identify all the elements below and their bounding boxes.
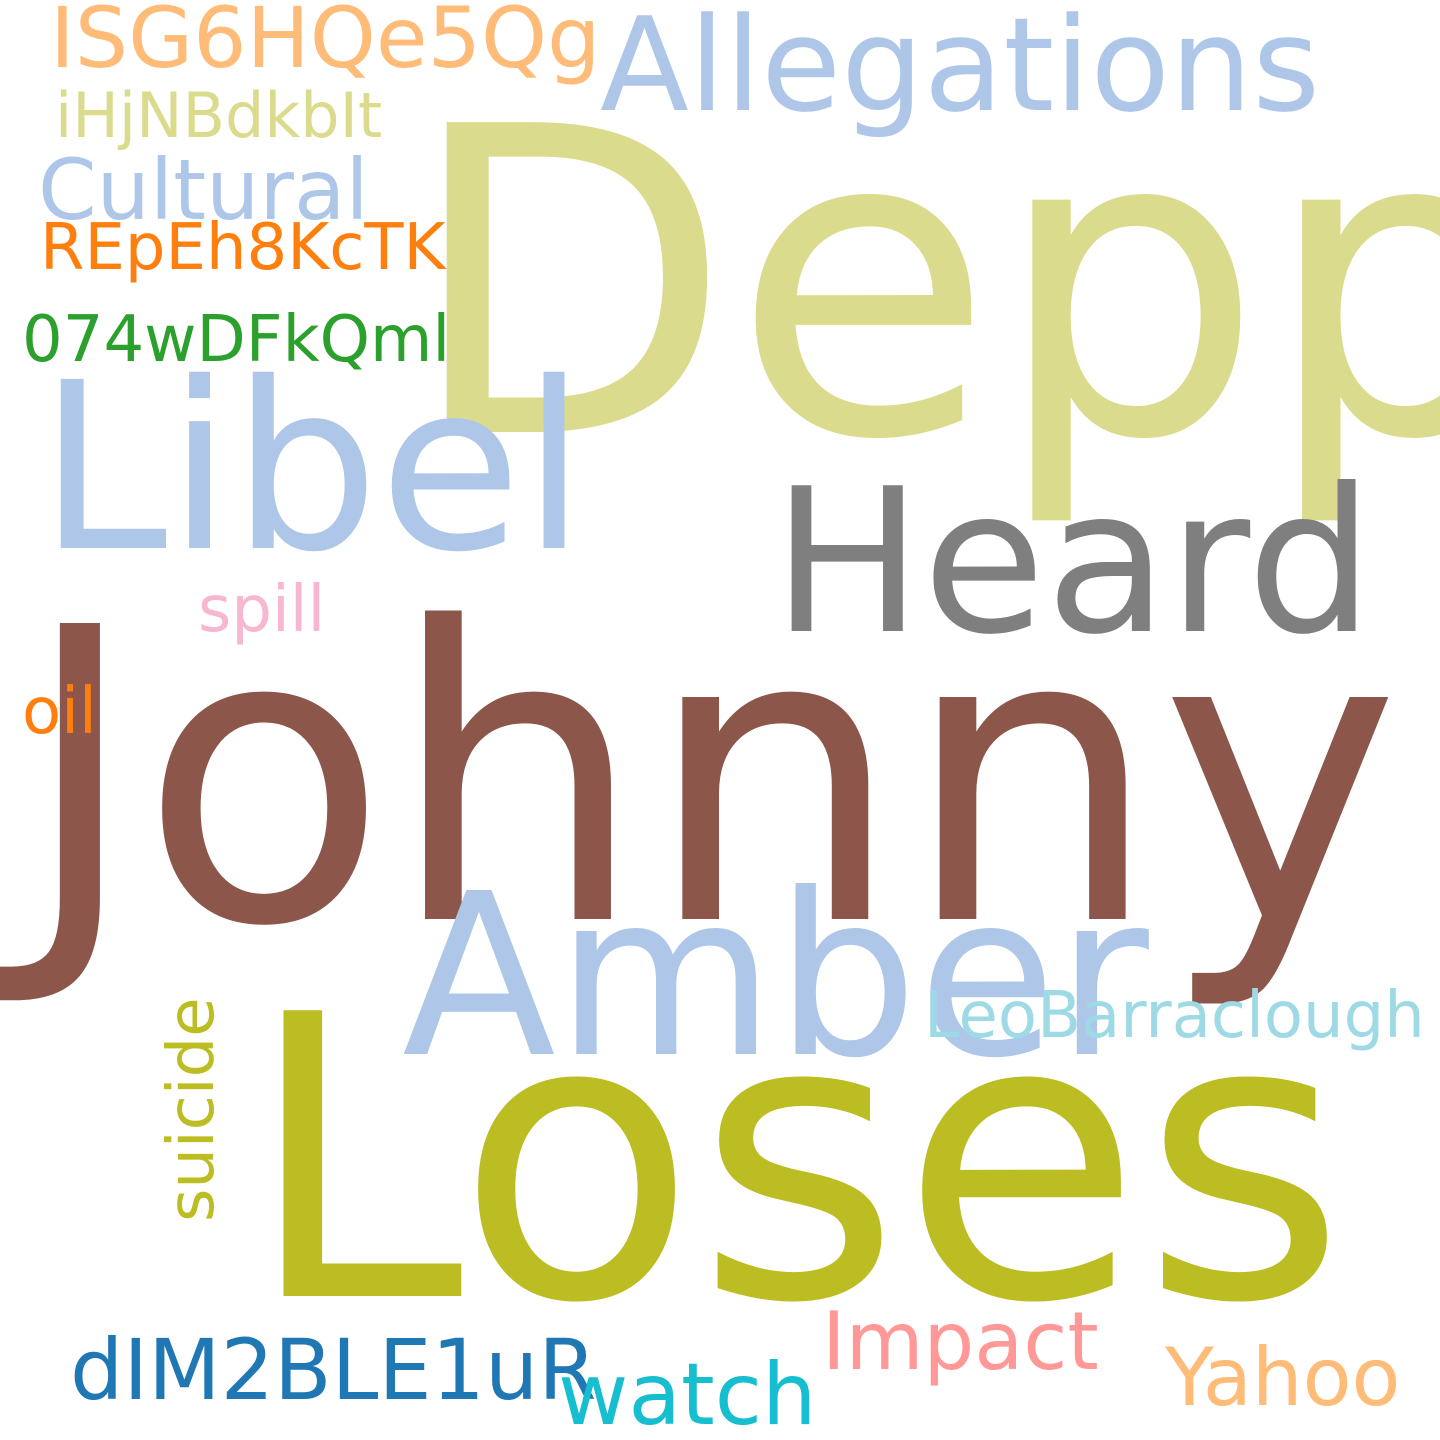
word-spill: spill bbox=[198, 573, 326, 647]
word-cultural: Cultural bbox=[38, 141, 369, 239]
word-libel: Libel bbox=[38, 333, 587, 603]
word-johnny: Johnny bbox=[20, 542, 1401, 1015]
word-isg6hqe5qg: ISG6HQe5Qg bbox=[50, 0, 601, 87]
word-dim2ble1ur: dIM2BLE1uR bbox=[70, 1321, 597, 1419]
word-loses: Loses bbox=[245, 933, 1346, 1389]
word-watch: watch bbox=[558, 1345, 817, 1440]
word-074wdfkqml: 074wDFkQml bbox=[22, 303, 451, 377]
word-allegations: Allegations bbox=[600, 0, 1321, 141]
word-ihjnbdkbit: iHjNBdkbIt bbox=[55, 79, 383, 152]
word-heard: Heard bbox=[772, 446, 1374, 679]
word-amber: Amber bbox=[402, 846, 1149, 1108]
word-leobarraclough: LeoBarraclough bbox=[924, 979, 1425, 1053]
word-impact: Impact bbox=[822, 1295, 1099, 1388]
word-depp: Depp bbox=[405, 39, 1440, 533]
word-oil: oil bbox=[22, 675, 97, 749]
word-repeh8kctk: REpEh8KcTK bbox=[40, 211, 446, 285]
word-yahoo: Yahoo bbox=[1165, 1331, 1401, 1424]
word-suicide: suicide bbox=[155, 997, 229, 1222]
